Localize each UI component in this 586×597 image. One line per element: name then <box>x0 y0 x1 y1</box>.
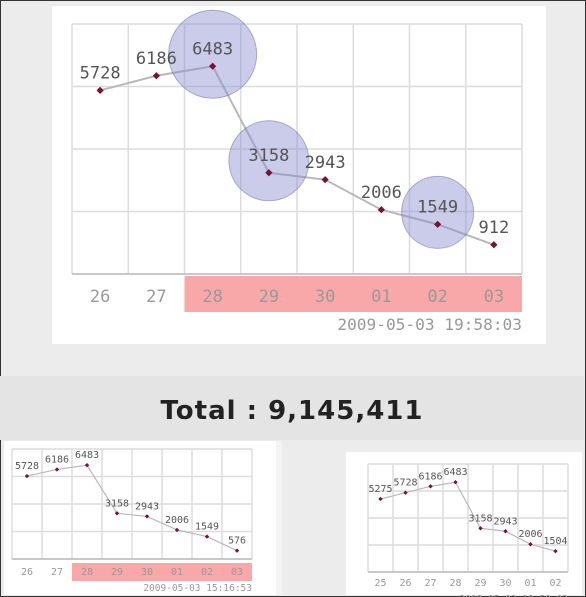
x-tick-label: 28 <box>449 578 461 589</box>
x-tick-label: 30 <box>499 578 511 589</box>
data-point <box>428 484 433 489</box>
chart-timestamp: 2009-05-03 15:16:53 <box>143 583 252 594</box>
data-label: 576 <box>228 536 246 547</box>
data-point <box>96 86 104 95</box>
data-label: 5728 <box>80 64 121 84</box>
x-tick-label: 25 <box>374 578 386 589</box>
data-label: 2943 <box>493 516 517 527</box>
main-chart-panel: 5728 6186 6483 3158 2943 2006 1549 912 26 27 28 29 3… <box>52 6 546 344</box>
data-label: 1549 <box>417 197 458 217</box>
data-label: 1504 <box>543 536 567 547</box>
x-tick-label: 01 <box>171 567 183 578</box>
x-tick-label: 01 <box>371 287 391 307</box>
data-point <box>152 72 160 80</box>
x-tick-label: 02 <box>549 578 561 589</box>
x-tick-label: 28 <box>81 567 93 578</box>
x-tick-label: 29 <box>474 578 486 589</box>
data-point <box>553 548 558 554</box>
series-line <box>26 464 238 552</box>
data-label: 5275 <box>368 484 392 495</box>
x-tick-label: 30 <box>315 287 335 307</box>
data-point <box>234 548 240 553</box>
main-line-chart: 5728 6186 6483 3158 2943 2006 1549 912 26 27 28 29 3… <box>71 9 523 334</box>
total-label: Total <box>160 396 237 426</box>
data-point <box>403 490 408 495</box>
total-text: Total : 9,145,411 <box>0 396 584 426</box>
small-chart-panel-2: 5275 5728 6186 6483 3158 2943 2006 1504 25 26 27 28… <box>346 452 582 597</box>
highlight-circle <box>228 120 310 202</box>
data-point <box>144 514 150 519</box>
data-point <box>503 529 508 534</box>
x-tick-label: 26 <box>399 578 411 589</box>
data-label: 2006 <box>518 529 542 540</box>
x-tick-label: 27 <box>51 567 63 578</box>
data-point <box>453 480 458 485</box>
highlight-band <box>72 563 252 581</box>
x-tick-label: 26 <box>90 287 110 307</box>
total-bar: Total : 9,145,411 <box>0 376 584 440</box>
data-point <box>377 206 385 214</box>
data-label: 6483 <box>192 39 233 59</box>
data-point <box>84 462 90 468</box>
highlight-circle <box>168 9 258 99</box>
x-tick-label: 28 <box>202 287 222 307</box>
total-separator: : <box>246 396 259 426</box>
data-label: 3158 <box>468 513 492 524</box>
x-tick-label: 29 <box>259 287 279 307</box>
total-value: 9,145,411 <box>268 396 424 426</box>
data-point <box>490 241 498 249</box>
highlight-circle <box>401 175 475 249</box>
chart-timestamp: 2009-05-03 19:58:03 <box>337 315 522 334</box>
series-line <box>380 481 556 552</box>
data-label: 2006 <box>361 183 402 203</box>
data-point <box>434 220 442 228</box>
x-tick-label: 02 <box>201 567 213 578</box>
small-chart-panel-1: 5728 6186 6483 3158 2943 2006 1549 576 26 27 28 29 3… <box>4 441 276 595</box>
x-tick-label: 27 <box>424 578 436 589</box>
data-label: 3158 <box>105 498 129 509</box>
data-point <box>114 511 120 516</box>
data-point <box>321 176 329 184</box>
x-tick-label: 27 <box>146 287 166 307</box>
data-label: 6186 <box>136 49 177 69</box>
data-label: 6186 <box>418 471 442 482</box>
x-tick-label: 30 <box>141 567 153 578</box>
series-line <box>99 65 495 246</box>
data-label: 5728 <box>15 461 39 472</box>
data-point <box>24 473 30 479</box>
highlight-band <box>184 276 522 312</box>
data-label: 6186 <box>45 454 69 465</box>
data-point <box>478 526 483 531</box>
data-label: 2006 <box>165 515 189 526</box>
data-point <box>54 467 60 472</box>
data-label: 3158 <box>248 146 289 166</box>
chart-timestamp: 2009-05-02 19:58:03 <box>459 594 568 597</box>
x-tick-label: 01 <box>524 578 536 589</box>
x-tick-label: 02 <box>427 287 447 307</box>
data-point <box>209 62 217 70</box>
data-label: 1549 <box>195 522 219 533</box>
data-point <box>204 534 210 539</box>
data-label: 912 <box>479 218 510 238</box>
data-label: 2943 <box>135 501 159 512</box>
x-tick-label: 03 <box>231 567 243 578</box>
panel-gap <box>276 441 282 595</box>
data-point <box>265 169 273 177</box>
data-point <box>378 496 383 502</box>
data-label: 5728 <box>393 478 417 489</box>
small-line-chart-1: 5728 6186 6483 3158 2943 2006 1549 576 26 27 28 29 3… <box>11 448 253 594</box>
x-tick-label: 03 <box>484 287 504 307</box>
data-label: 2943 <box>305 153 346 173</box>
x-tick-label: 26 <box>21 567 33 578</box>
x-tick-label: 29 <box>111 567 123 578</box>
data-point <box>528 542 533 547</box>
data-label: 6483 <box>75 450 99 461</box>
data-label: 6483 <box>443 467 467 478</box>
